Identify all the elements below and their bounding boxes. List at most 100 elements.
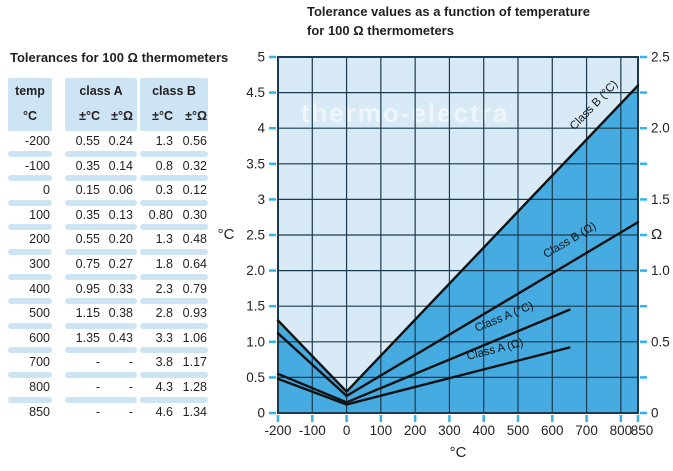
table-cell: 1.3 (155, 134, 173, 148)
column-group-label: class A (79, 84, 123, 98)
bottom-axis-tick-label: 0 (343, 423, 351, 438)
row-separator (8, 199, 52, 206)
chart-title: Tolerance values as a function of temper… (307, 2, 590, 40)
row-separator (8, 175, 52, 182)
row-separator (140, 248, 208, 255)
table-cell: 0.14 (108, 158, 133, 173)
bottom-axis-title: °C (450, 444, 467, 461)
table-cell: 0.55 (75, 232, 100, 247)
tolerance-chart: Tolerance values as a function of temper… (200, 0, 673, 466)
table-cell: - (128, 404, 133, 419)
row-separator (140, 224, 208, 231)
table-cell: 800 (29, 380, 50, 394)
right-axis-tick-label: 2.0 (651, 121, 670, 136)
table-cell: 600 (29, 330, 50, 345)
table-cell: 2.8 (155, 306, 173, 321)
table-cell: 0.06 (108, 183, 133, 198)
table-cell: 1.3 (155, 232, 173, 247)
column-unit-label: ±°C (152, 109, 173, 123)
row-separator (8, 150, 52, 157)
row-separator (65, 199, 137, 206)
table-cell: - (128, 380, 133, 394)
left-axis-tick-label: 3.5 (246, 156, 265, 171)
column-group-label: temp (15, 84, 45, 98)
row-separator (8, 322, 52, 329)
row-separator (8, 273, 52, 280)
bottom-axis-tick-label: 300 (438, 423, 461, 438)
table-cell: -100 (24, 158, 50, 173)
table-cell: 1.15 (75, 306, 100, 321)
table-cell: 4.6 (155, 404, 173, 419)
class-b-fill-area (278, 85, 638, 413)
table-cell: - (128, 355, 133, 370)
row-separator (65, 248, 137, 255)
table-header-block (140, 78, 208, 131)
table-cell: 1.35 (75, 330, 100, 345)
bottom-axis-tick-label: -100 (299, 423, 326, 438)
left-axis-tick-label: 3 (257, 192, 265, 207)
table-cell: 0.33 (108, 281, 133, 296)
table-cell: 4.3 (155, 380, 173, 394)
table-cell: 0.43 (108, 330, 133, 345)
table-cell: 2.3 (155, 281, 173, 296)
row-separator (8, 396, 52, 403)
table-cell: 1.34 (182, 404, 207, 419)
table-cell: 0.48 (182, 232, 207, 247)
row-separator (140, 273, 208, 280)
tolerance-table: Tolerances for 100 Ω thermometers temp °C… (8, 50, 228, 460)
chart-title-line1: Tolerance values as a function of temper… (307, 4, 590, 19)
row-separator (8, 347, 52, 354)
chart-title-line2: for 100 Ω thermometers (307, 23, 454, 38)
table-cell: 700 (29, 355, 50, 370)
table-cell: - (95, 355, 100, 370)
table-cell: 0.95 (75, 281, 100, 296)
plot-border (277, 56, 639, 414)
bottom-axis-tick-label: 500 (507, 423, 530, 438)
left-axis-tick-label: 1.0 (246, 334, 265, 349)
table-cell: 0.3 (155, 183, 173, 198)
table-cell: 0.64 (182, 257, 207, 271)
row-separator (140, 322, 208, 329)
row-separator (8, 224, 52, 231)
table-cell: 0.80 (148, 207, 173, 222)
tolerance-plot-svg: thermo-electra 0 0.5 1.0 1.5 2.0 2.5 3 3.5 4 4.5 5 2… (218, 50, 670, 462)
table-cell: 1.06 (182, 330, 207, 345)
left-axis-tick-label: 5 (257, 50, 265, 65)
table-cell: 300 (29, 257, 50, 271)
row-separator (8, 371, 52, 378)
left-axis-tick-label: 4 (257, 121, 265, 136)
right-axis-tick-label: 1.0 (651, 263, 670, 278)
row-separator (65, 273, 137, 280)
watermark-text: thermo-electra (301, 98, 510, 128)
table-cell: 500 (29, 306, 50, 321)
bottom-axis-tick-label: 600 (541, 423, 564, 438)
table-cell: - (95, 404, 100, 419)
table-cell: 0 (43, 183, 50, 198)
table-cell: 0.32 (182, 158, 207, 173)
table-cell: 0.56 (182, 134, 207, 148)
series-line-3 (276, 346, 571, 406)
row-separator (140, 175, 208, 182)
left-axis-tick-label: 0 (257, 406, 265, 421)
row-separator (140, 298, 208, 305)
table-header-block (8, 78, 52, 131)
column-group-label: class B (152, 84, 196, 98)
bottom-axis-tick-label: 200 (404, 423, 427, 438)
table-cell: 0.20 (108, 232, 133, 247)
table-cell: 0.8 (155, 158, 173, 173)
right-axis-tick-label: 2.5 (651, 50, 670, 65)
row-separator (65, 371, 137, 378)
bottom-axis-tick-label: 800 (610, 423, 633, 438)
row-separator (65, 175, 137, 182)
column-unit-label: ±°Ω (111, 109, 133, 123)
series-line-1 (276, 220, 640, 398)
row-separator (65, 322, 137, 329)
table-header-block (65, 78, 137, 131)
left-axis-tick-label: 2.0 (246, 263, 265, 278)
column-unit-label: ±°C (79, 109, 100, 123)
row-separator (140, 150, 208, 157)
table-cell: 0.27 (108, 257, 133, 271)
table-cell: 1.28 (182, 380, 207, 394)
left-axis-tick-label: 0.5 (246, 370, 265, 385)
